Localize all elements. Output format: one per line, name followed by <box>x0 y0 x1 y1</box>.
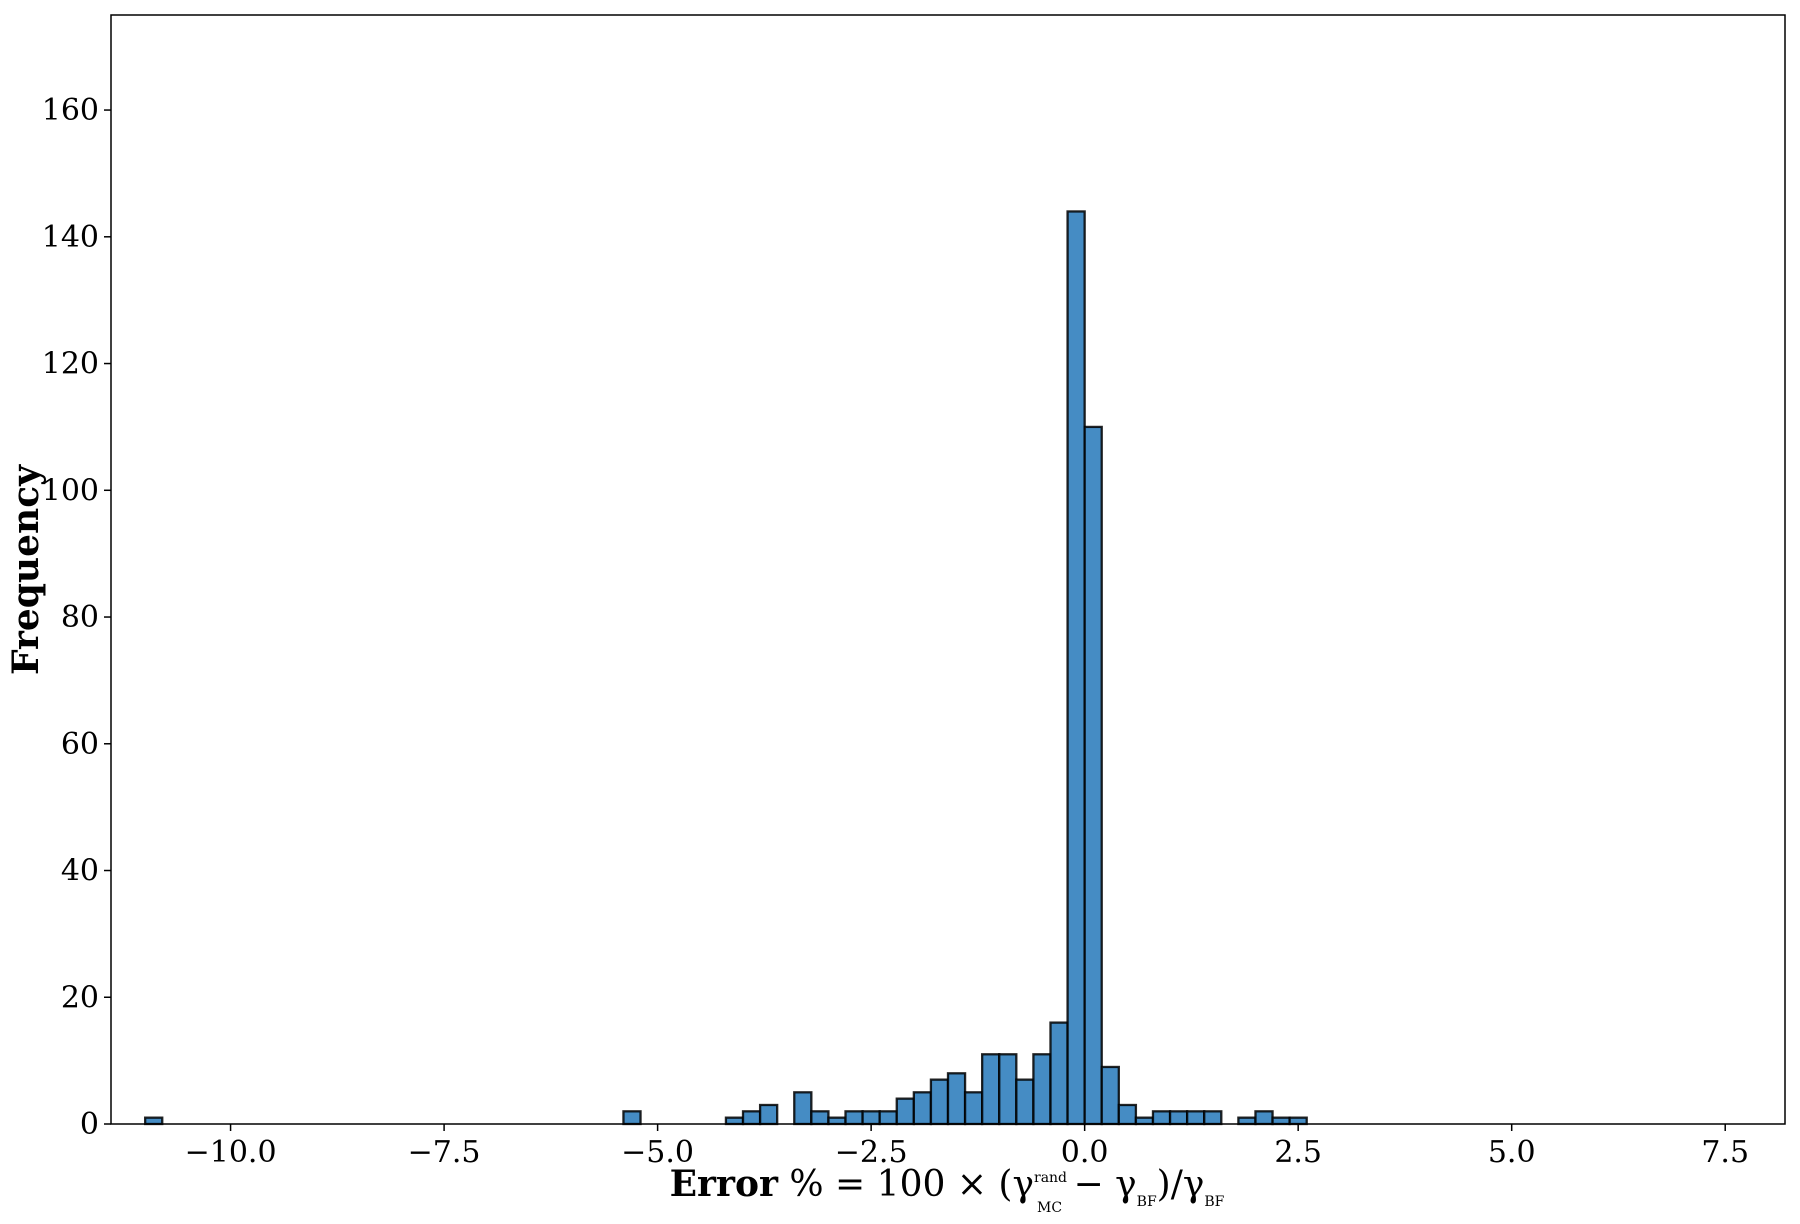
bar <box>1288 1116 1308 1126</box>
bar <box>1032 1053 1052 1126</box>
bar <box>878 1110 898 1126</box>
x-tick-label: 0.0 <box>1061 1135 1109 1170</box>
bar <box>895 1097 915 1126</box>
x-label-part: rand <box>1034 1170 1067 1186</box>
plot-frame <box>110 14 1786 1125</box>
bar <box>1015 1078 1035 1126</box>
bar <box>946 1072 967 1126</box>
bar <box>622 1110 642 1126</box>
bar <box>1168 1110 1189 1126</box>
y-axis-label: Frequency <box>5 464 47 675</box>
x-label-part: Error <box>670 1163 779 1205</box>
bar <box>1117 1103 1138 1126</box>
bar <box>963 1091 984 1126</box>
bar <box>998 1053 1018 1126</box>
bar <box>1151 1110 1172 1126</box>
y-tick-label: 140 <box>42 220 99 255</box>
bar <box>1049 1021 1069 1126</box>
x-tick-label: −7.5 <box>408 1135 481 1170</box>
x-tick-label: 2.5 <box>1274 1135 1322 1170</box>
bar <box>1237 1116 1257 1126</box>
bar <box>827 1116 847 1126</box>
x-axis-label: Error % = 100 × (γrand MC − γBF)/γBF <box>670 1163 1225 1216</box>
bar <box>844 1110 864 1126</box>
x-tick-label: 5.0 <box>1488 1135 1536 1170</box>
bar <box>1185 1110 1206 1126</box>
y-tick-label: 20 <box>61 980 99 1015</box>
bar <box>1254 1110 1274 1126</box>
bar <box>912 1091 933 1126</box>
x-label-part: MC <box>1037 1200 1062 1216</box>
bar <box>1100 1065 1120 1126</box>
x-tick-label: −2.5 <box>835 1135 908 1170</box>
x-label-part: − γ <box>1062 1164 1137 1205</box>
x-tick-label: −5.0 <box>621 1135 694 1170</box>
bar <box>1271 1116 1291 1126</box>
bar <box>810 1110 830 1126</box>
bar <box>144 1116 164 1126</box>
x-label-part: BF <box>1137 1194 1157 1210</box>
x-label-part: BF <box>1204 1194 1224 1210</box>
bar <box>724 1116 745 1126</box>
bar <box>1083 425 1103 1126</box>
bar <box>741 1110 762 1126</box>
x-label-part: )/γ <box>1157 1164 1205 1205</box>
bar <box>758 1103 779 1126</box>
y-tick-label: 0 <box>80 1107 99 1142</box>
y-tick-label: 100 <box>42 473 99 508</box>
bar <box>1066 210 1086 1126</box>
x-label-part: % = 100 × (γ <box>789 1164 1034 1205</box>
bar <box>929 1078 950 1126</box>
y-tick-label: 120 <box>42 347 99 382</box>
bar <box>1134 1116 1155 1126</box>
bar <box>981 1053 1001 1126</box>
x-tick-label: 7.5 <box>1701 1135 1749 1170</box>
bar <box>793 1091 813 1126</box>
x-tick-label: −10.0 <box>185 1135 277 1170</box>
y-tick-label: 60 <box>61 727 99 762</box>
y-tick-label: 80 <box>61 600 99 635</box>
bar <box>861 1110 881 1126</box>
y-tick-label: 160 <box>42 93 99 128</box>
bar <box>1203 1110 1223 1126</box>
y-tick-label: 40 <box>61 854 99 889</box>
